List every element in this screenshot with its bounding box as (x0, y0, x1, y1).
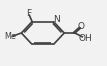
Text: F: F (26, 9, 31, 18)
Text: O: O (77, 22, 84, 31)
Text: N: N (53, 15, 60, 24)
Text: OH: OH (78, 34, 92, 43)
Text: Me: Me (4, 32, 16, 41)
